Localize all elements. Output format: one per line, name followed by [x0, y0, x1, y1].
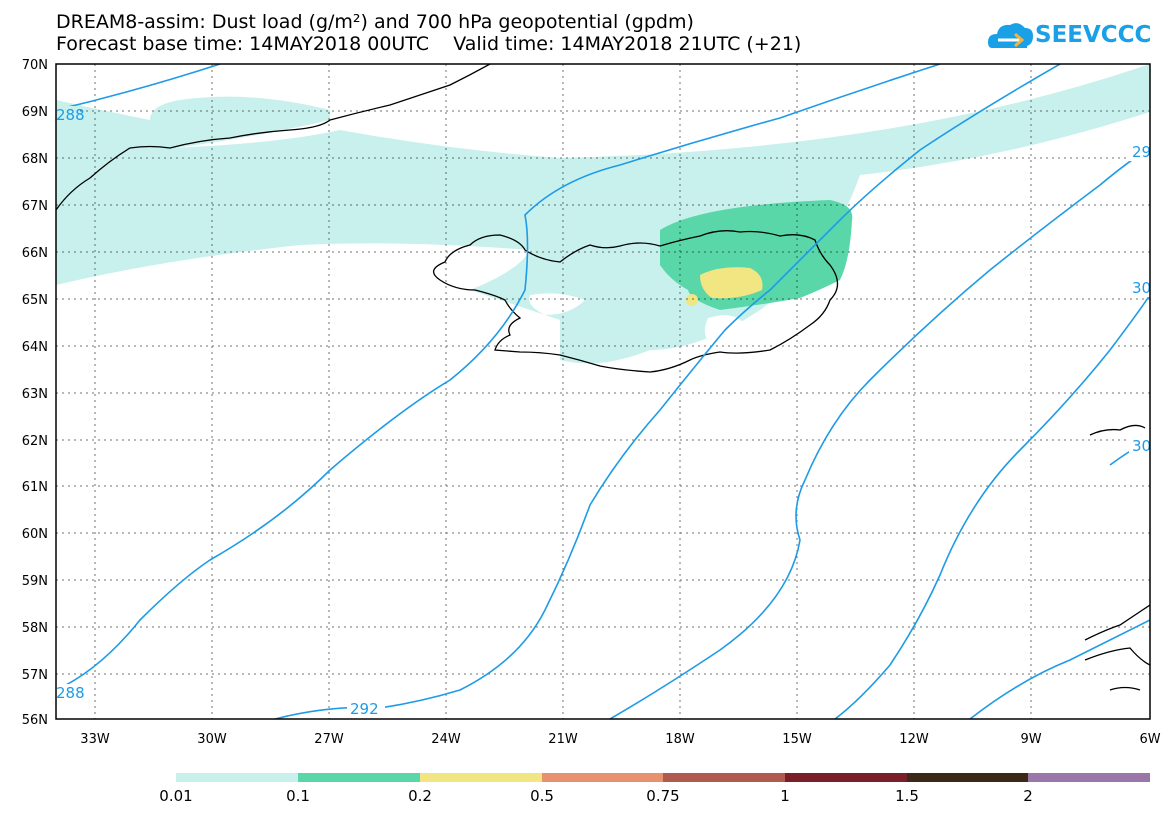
lat-label: 62N — [22, 434, 48, 449]
lon-label: 18W — [665, 732, 695, 747]
geopotential-contours — [56, 64, 1150, 719]
lon-label: 9W — [1020, 732, 1041, 747]
colorbar-label: 0.01 — [159, 787, 192, 805]
map-frame — [55, 63, 1151, 720]
lat-label: 64N — [22, 340, 48, 355]
cloud-logo-icon — [988, 23, 1033, 48]
longitude-labels: 33W 30W 27W 24W 21W 18W 15W 12W 9W 6W — [80, 732, 1160, 747]
colorbar-label: 1 — [780, 787, 790, 805]
lon-label: 33W — [80, 732, 110, 747]
colorbar-label: 2 — [1023, 787, 1033, 805]
lon-label: 30W — [197, 732, 227, 747]
contour-label-292: 292 — [350, 700, 379, 718]
greenland-coast — [56, 64, 491, 211]
lat-label: 59N — [22, 574, 48, 589]
iceland-coast — [433, 230, 839, 373]
contour-300-b — [834, 294, 1150, 719]
contour-292-main — [56, 64, 941, 691]
lon-label: 6W — [1139, 732, 1160, 747]
lon-label: 12W — [899, 732, 929, 747]
dust-band-northern — [56, 64, 1150, 364]
colorbar-label: 0.1 — [286, 787, 310, 805]
colorbar-swatch — [542, 773, 663, 782]
colorbar-swatch — [1028, 773, 1150, 782]
lat-label: 61N — [22, 480, 48, 495]
lat-label: 65N — [22, 293, 48, 308]
contour-label-288-north: 288 — [56, 106, 85, 124]
colorbar-swatch — [785, 773, 907, 782]
contour-300-a — [609, 147, 1150, 719]
colorbar-swatch — [298, 773, 420, 782]
contour-label-bg — [56, 684, 80, 701]
lat-label: 57N — [22, 668, 48, 683]
contour-label-bg — [1129, 143, 1150, 161]
lat-label: 68N — [22, 152, 48, 167]
colorbar-swatch — [176, 773, 298, 782]
contour-label-bg — [1129, 279, 1150, 297]
graticule — [56, 64, 1150, 719]
colorbar-swatch — [663, 773, 785, 782]
lat-label: 60N — [22, 527, 48, 542]
lat-label: 66N — [22, 246, 48, 261]
lat-label: 58N — [22, 621, 48, 636]
logo-text: SEEVCCC — [1035, 22, 1152, 48]
dust-band-low — [56, 96, 330, 160]
lon-label: 24W — [431, 732, 461, 747]
colorbar-swatch — [420, 773, 542, 782]
contour-288-north — [56, 64, 221, 111]
lat-label: 56N — [22, 713, 48, 728]
scotland-coast — [1084, 604, 1150, 691]
colorbar-label: 0.2 — [408, 787, 432, 805]
map-title: DREAM8-assim: Dust load (g/m²) and 700 h… — [56, 11, 694, 33]
contour-label-296: 296 — [1132, 143, 1161, 161]
contour-label-bg — [347, 699, 385, 716]
colorbar: 0.01 0.1 0.2 0.5 0.75 1 1.5 2 — [159, 773, 1150, 805]
lon-label: 21W — [548, 732, 578, 747]
contour-label-300-a: 300 — [1132, 279, 1161, 297]
lon-label: 27W — [314, 732, 344, 747]
contour-296-a — [274, 64, 1061, 719]
dust-speck — [686, 294, 698, 306]
lat-label: 67N — [22, 199, 48, 214]
lon-label: 15W — [782, 732, 812, 747]
colorbar-label: 1.5 — [895, 787, 919, 805]
contour-label-bg — [1129, 437, 1150, 455]
colorbar-label: 0.75 — [646, 787, 679, 805]
contour-304 — [969, 619, 1150, 719]
contour-label-300-b: 300 — [1132, 437, 1161, 455]
contour-label-bg — [56, 106, 80, 122]
coastlines — [56, 64, 1150, 691]
dust-patch-yellow — [700, 267, 763, 299]
latitude-labels: 70N 69N 68N 67N 66N 65N 64N 63N 62N 61N … — [22, 58, 48, 728]
lat-label: 69N — [22, 105, 48, 120]
map-subtitle: Forecast base time: 14MAY2018 00UTC Vali… — [56, 33, 802, 55]
contour-label-288-south: 288 — [56, 684, 85, 702]
colorbar-label: 0.5 — [530, 787, 554, 805]
lat-label: 63N — [22, 387, 48, 402]
lat-label: 70N — [22, 58, 48, 73]
colorbar-swatch — [907, 773, 1028, 782]
faroe-coast — [1089, 424, 1146, 436]
